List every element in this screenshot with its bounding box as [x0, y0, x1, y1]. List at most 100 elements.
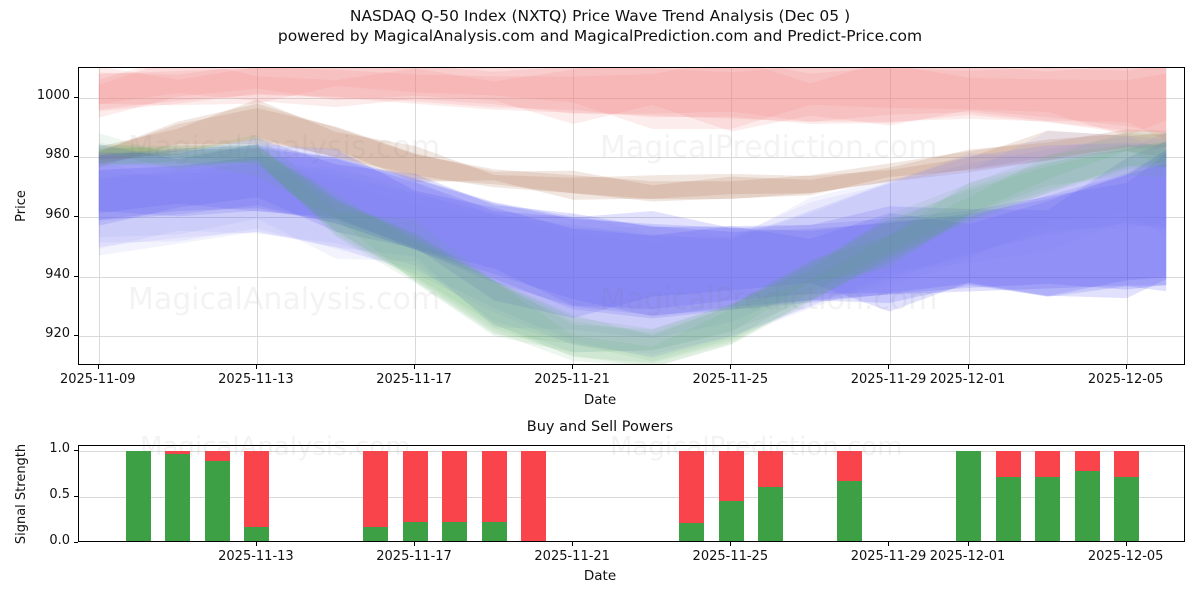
sell-power-bar — [363, 450, 388, 528]
price-band-mid-band-brown — [98, 108, 1167, 202]
price-gridline-v — [415, 68, 417, 364]
buy-power-bar — [244, 527, 270, 541]
sell-power-bar — [521, 450, 547, 541]
price-x-tickmark — [1125, 365, 1127, 369]
sell-power-bar — [995, 450, 1021, 478]
powers-x-tick-label: 2025-12-05 — [1087, 549, 1164, 564]
buy-power-bar — [363, 527, 388, 541]
sell-power-bar — [718, 450, 744, 502]
price-band-secondary-wave-band-blue-light — [98, 131, 1167, 339]
powers-y-tick-label: 0.5 — [49, 486, 70, 502]
price-band-secondary-wave-band-blue-light — [98, 132, 1167, 353]
price-x-tickmark — [888, 365, 890, 369]
powers-y-tick-label: 1.0 — [49, 440, 70, 456]
price-gridline-v — [573, 68, 575, 364]
sell-power-bar — [1035, 450, 1061, 478]
price-x-tickmark — [572, 365, 574, 369]
price-y-axis-label: Price — [14, 190, 29, 222]
buy-power-bar — [1035, 477, 1061, 541]
price-wave-plot-area — [78, 67, 1185, 365]
price-gridline-h — [79, 336, 1184, 338]
sell-power-bar — [1114, 450, 1140, 478]
price-y-tickmark — [74, 275, 78, 277]
price-band-secondary-wave-band-blue-light — [98, 143, 1167, 358]
price-x-tickmark — [97, 365, 99, 369]
buy-power-bar — [165, 454, 191, 541]
price-band-primary-wave-band-blue — [98, 138, 1167, 317]
price-band-support-band-green — [98, 143, 1167, 364]
powers-gridline-h — [79, 450, 1184, 452]
price-gridline-v — [889, 68, 891, 364]
powers-y-axis-label: Signal Strength — [14, 443, 29, 545]
price-x-tick-label: 2025-11-25 — [692, 372, 769, 387]
sell-power-bar — [165, 450, 191, 455]
price-y-tickmark — [74, 96, 78, 98]
price-band-primary-wave-band-blue — [98, 141, 1167, 319]
sell-power-bar — [679, 450, 705, 523]
price-band-layer — [98, 68, 1167, 364]
price-x-tick-label: 2025-12-05 — [1087, 372, 1164, 387]
price-y-tickmark — [74, 335, 78, 337]
buy-sell-powers-plot-area — [78, 445, 1185, 542]
powers-x-tickmark — [888, 542, 890, 546]
buy-power-bar — [402, 521, 428, 541]
price-gridline-h — [79, 276, 1184, 278]
buy-power-bar — [481, 521, 507, 541]
price-y-tick-label: 1000 — [36, 87, 70, 103]
price-y-tickmark — [74, 216, 78, 217]
price-gridline-h — [79, 217, 1184, 218]
sell-power-bar — [244, 450, 270, 528]
buy-power-bar — [995, 477, 1021, 541]
sell-power-bar — [758, 450, 784, 487]
price-band-support-band-green — [98, 144, 1167, 364]
powers-x-tickmark — [572, 542, 574, 546]
price-band-secondary-wave-band-blue-light — [98, 142, 1167, 355]
powers-y-tickmark — [74, 449, 78, 451]
powers-x-tickmark — [730, 542, 732, 546]
price-gridline-v — [256, 68, 258, 364]
buy-power-bar — [204, 460, 230, 541]
page-title: NASDAQ Q-50 Index (NXTQ) Price Wave Tren… — [349, 7, 851, 25]
powers-x-tick-label: 2025-12-01 — [929, 549, 1006, 564]
sell-power-bar — [204, 450, 230, 461]
price-y-tick-label: 960 — [45, 207, 70, 222]
price-x-tick-label: 2025-11-09 — [59, 372, 136, 387]
price-band-primary-wave-band-blue — [98, 148, 1167, 319]
buy-power-bar — [956, 450, 982, 541]
powers-x-tick-label: 2025-11-17 — [376, 549, 452, 564]
price-band-resistance-band-upper — [98, 68, 1167, 141]
price-band-resistance-band-upper — [98, 68, 1167, 134]
price-x-tickmark — [967, 365, 969, 369]
price-gridline-h — [79, 97, 1184, 99]
buy-power-bar — [1074, 470, 1100, 541]
price-x-tick-label: 2025-11-17 — [376, 372, 452, 387]
price-x-tickmark — [255, 365, 257, 369]
price-band-support-band-green — [98, 142, 1167, 363]
price-y-tick-label: 940 — [45, 266, 70, 282]
powers-x-tick-label: 2025-11-13 — [218, 549, 294, 564]
price-gridline-v — [968, 68, 970, 364]
price-band-primary-wave-band-blue — [98, 145, 1167, 316]
price-band-mid-band-brown — [98, 103, 1167, 200]
buy-power-bar — [442, 521, 468, 541]
price-y-tickmark — [74, 156, 78, 158]
price-band-secondary-wave-band-blue-light — [98, 136, 1167, 357]
price-band-mid-band-brown — [98, 99, 1167, 200]
powers-x-tick-label: 2025-11-29 — [850, 549, 927, 564]
price-band-support-band-green — [98, 131, 1167, 362]
powers-gridline-h — [79, 496, 1184, 498]
buy-power-bar — [1114, 477, 1140, 541]
powers-y-tickmark — [74, 542, 78, 543]
powers-x-tickmark — [967, 542, 969, 546]
buy-power-bar — [837, 481, 863, 541]
price-x-tick-label: 2025-12-01 — [929, 372, 1006, 387]
price-band-primary-wave-band-blue — [98, 144, 1167, 310]
price-x-tickmark — [730, 365, 732, 369]
price-band-resistance-band-upper — [98, 68, 1167, 137]
powers-chart-title: Buy and Sell Powers — [526, 419, 674, 435]
buy-power-bar — [718, 501, 744, 541]
powers-y-tickmark — [74, 495, 78, 497]
sell-power-bar — [481, 450, 507, 522]
powers-x-tick-label: 2025-11-25 — [692, 549, 769, 564]
